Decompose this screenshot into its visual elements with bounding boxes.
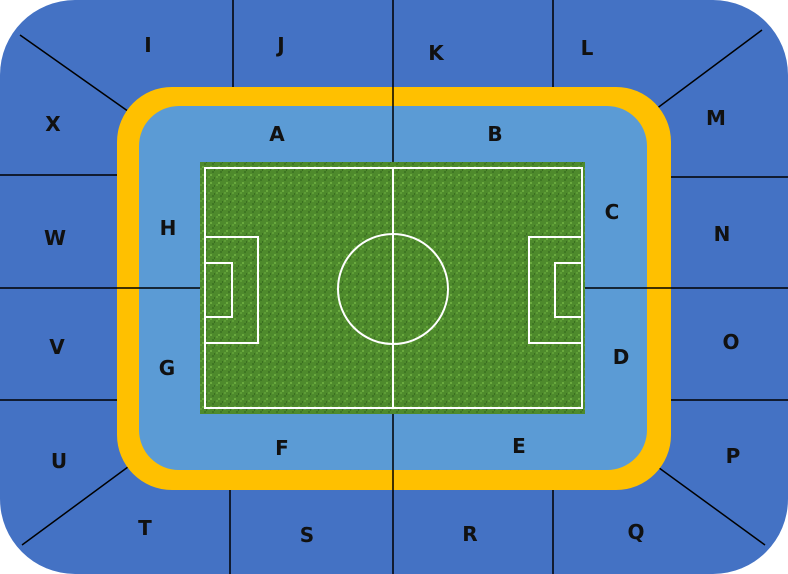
section-label-p[interactable]: P [726,444,741,468]
left-goal-area [204,262,233,318]
section-label-d[interactable]: D [613,345,630,369]
section-label-t[interactable]: T [138,516,152,540]
section-label-v[interactable]: V [49,335,65,359]
section-label-u[interactable]: U [51,449,67,473]
section-label-s[interactable]: S [300,523,314,547]
section-label-i[interactable]: I [144,33,151,57]
section-label-x[interactable]: X [45,112,61,136]
section-label-b[interactable]: B [487,122,502,146]
football-pitch [200,162,585,414]
section-label-n[interactable]: N [714,222,731,246]
section-label-j[interactable]: J [275,33,284,57]
section-label-r[interactable]: R [462,522,477,546]
section-label-a[interactable]: A [269,122,285,146]
section-label-m[interactable]: M [706,106,726,130]
inner-section-labels: A B C D E F G H [159,122,630,460]
section-label-c[interactable]: C [605,200,620,224]
section-label-w[interactable]: W [44,226,66,250]
outer-section-labels: I J K L M N O P Q R S T U V W X [44,33,740,547]
section-label-f[interactable]: F [275,436,289,460]
center-circle [337,233,449,345]
section-label-o[interactable]: O [722,330,739,354]
section-label-e[interactable]: E [512,434,526,458]
section-label-h[interactable]: H [160,216,177,240]
section-label-q[interactable]: Q [627,520,644,544]
section-label-l[interactable]: L [581,36,594,60]
right-goal-area [554,262,583,318]
section-label-g[interactable]: G [159,356,175,380]
section-label-k[interactable]: K [428,41,445,65]
inner-section-dividers [117,87,671,490]
